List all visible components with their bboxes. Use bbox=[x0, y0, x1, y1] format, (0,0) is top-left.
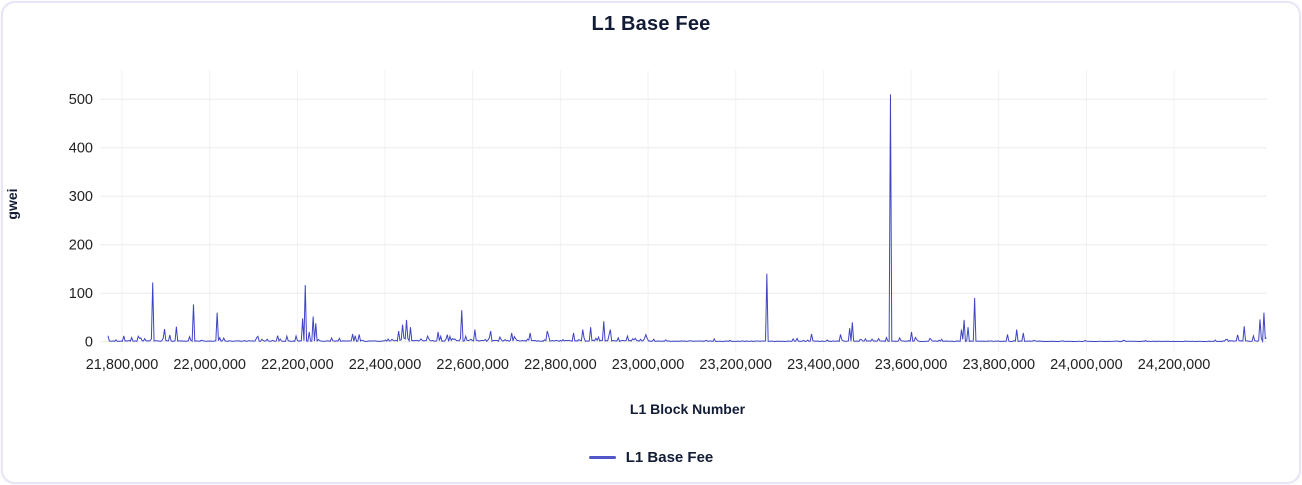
y-tick-label: 500 bbox=[69, 92, 93, 108]
x-axis-title: L1 Block Number bbox=[629, 401, 746, 417]
x-tick-label: 23,400,000 bbox=[787, 357, 860, 373]
x-tick-label: 24,000,000 bbox=[1050, 357, 1123, 373]
x-tick-label: 22,800,000 bbox=[524, 357, 597, 373]
chart-title: L1 Base Fee bbox=[591, 13, 711, 35]
legend-item[interactable]: L1 Base Fee bbox=[588, 449, 714, 466]
x-tick-label: 22,200,000 bbox=[261, 357, 334, 373]
series-line[interactable] bbox=[107, 94, 1267, 344]
y-tick-label: 200 bbox=[69, 238, 93, 254]
x-tick-label: 22,600,000 bbox=[436, 357, 509, 373]
legend: L1 Base Fee bbox=[0, 449, 1302, 466]
x-tick-label: 22,400,000 bbox=[349, 357, 422, 373]
x-tick-label: 24,200,000 bbox=[1138, 357, 1211, 373]
x-tick-label: 23,800,000 bbox=[962, 357, 1035, 373]
y-tick-label: 400 bbox=[69, 141, 93, 157]
x-tick-label: 23,200,000 bbox=[699, 357, 772, 373]
legend-line-swatch bbox=[588, 455, 616, 460]
y-tick-label: 0 bbox=[85, 335, 93, 351]
x-tick-label: 21,800,000 bbox=[86, 357, 159, 373]
y-axis-title: gwei bbox=[4, 188, 20, 220]
x-tick-label: 22,000,000 bbox=[173, 357, 246, 373]
legend-label: L1 Base Fee bbox=[625, 449, 714, 466]
x-tick-label: 23,600,000 bbox=[875, 357, 948, 373]
x-tick-label: 23,000,000 bbox=[612, 357, 685, 373]
y-tick-label: 100 bbox=[69, 286, 93, 302]
y-tick-label: 300 bbox=[69, 189, 93, 205]
